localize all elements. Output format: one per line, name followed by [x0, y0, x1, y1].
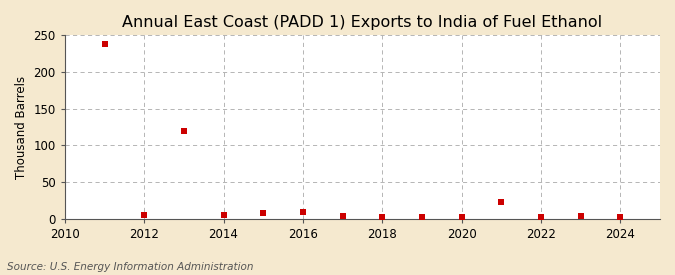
Text: Source: U.S. Energy Information Administration: Source: U.S. Energy Information Administ…: [7, 262, 253, 272]
Point: [338, 214, 348, 218]
Point: [377, 215, 387, 219]
Point: [178, 129, 189, 134]
Point: [496, 200, 507, 204]
Point: [615, 214, 626, 219]
Point: [456, 215, 467, 219]
Point: [416, 214, 427, 219]
Point: [218, 213, 229, 217]
Point: [139, 213, 150, 217]
Point: [99, 42, 110, 46]
Point: [535, 214, 546, 219]
Title: Annual East Coast (PADD 1) Exports to India of Fuel Ethanol: Annual East Coast (PADD 1) Exports to In…: [122, 15, 603, 30]
Point: [258, 211, 269, 215]
Y-axis label: Thousand Barrels: Thousand Barrels: [15, 75, 28, 178]
Point: [575, 214, 586, 218]
Point: [298, 210, 308, 214]
